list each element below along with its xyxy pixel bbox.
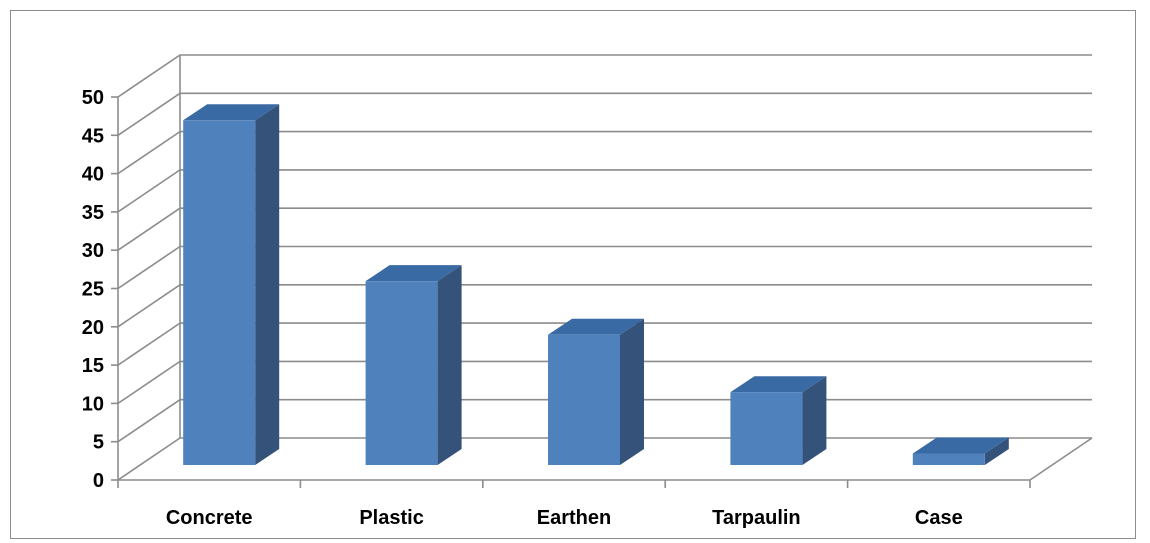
y-tick-label-45: 45 [82,125,104,147]
y-tick-label-5: 5 [93,432,104,454]
gridline-diag-15 [117,322,181,366]
y-tick-label-30: 30 [82,240,104,262]
gridline-diag-10 [117,360,181,405]
bar-plastic [365,281,438,465]
bar-earthen [548,334,620,465]
bar-side-case [984,437,1009,465]
x-tick-label-tarpaulin: Tarpaulin [712,507,801,529]
bar-side-plastic [437,265,462,465]
gridline-diag-35 [117,169,181,213]
gridlines [117,54,1093,481]
gridline-diag-30 [117,207,181,251]
gridline-diag-45 [117,92,181,136]
labels: 0 5 10 15 20 25 30 35 40 45 50 Concrete Plastic Earth… [82,87,963,529]
y-tick-label-50: 50 [82,87,104,109]
y-tick-label-40: 40 [82,164,104,186]
y-tick-label-0: 0 [93,470,104,492]
x-tick-label-earthen: Earthen [537,507,611,529]
gridline-diag-0 [117,437,181,481]
gridline-diag-5 [117,399,181,443]
bar-top-concrete [183,104,280,121]
bar-top-case [912,437,1009,454]
y-tick-label-15: 15 [82,355,104,377]
gridline-diag-25 [117,245,181,290]
x-tick-label-case: Case [915,507,963,529]
y-tick-label-10: 10 [82,393,104,415]
bar-side-tarpaulin [802,376,827,465]
y-tick-label-20: 20 [82,317,104,339]
gridline-diag-20 [117,284,181,328]
bar-top-earthen [548,318,644,335]
bar-concrete [183,120,256,466]
bar-tarpaulin [730,392,803,465]
bars [183,104,1009,466]
bar-side-earthen [620,318,644,465]
x-tick-label-plastic: Plastic [359,507,423,529]
gridline-diag-50 [117,54,181,98]
chart-frame [10,10,1136,539]
x-tick-label-concrete: Concrete [166,507,253,529]
floor-right-edge [1029,437,1093,481]
y-tick-label-25: 25 [82,279,104,301]
bar-case [912,453,985,465]
bar-top-plastic [365,265,462,282]
y-tick-label-35: 35 [82,202,104,224]
bar-top-tarpaulin [730,376,827,393]
axes [111,96,1031,488]
gridline-diag-40 [117,130,181,175]
bar-side-concrete [255,104,280,466]
